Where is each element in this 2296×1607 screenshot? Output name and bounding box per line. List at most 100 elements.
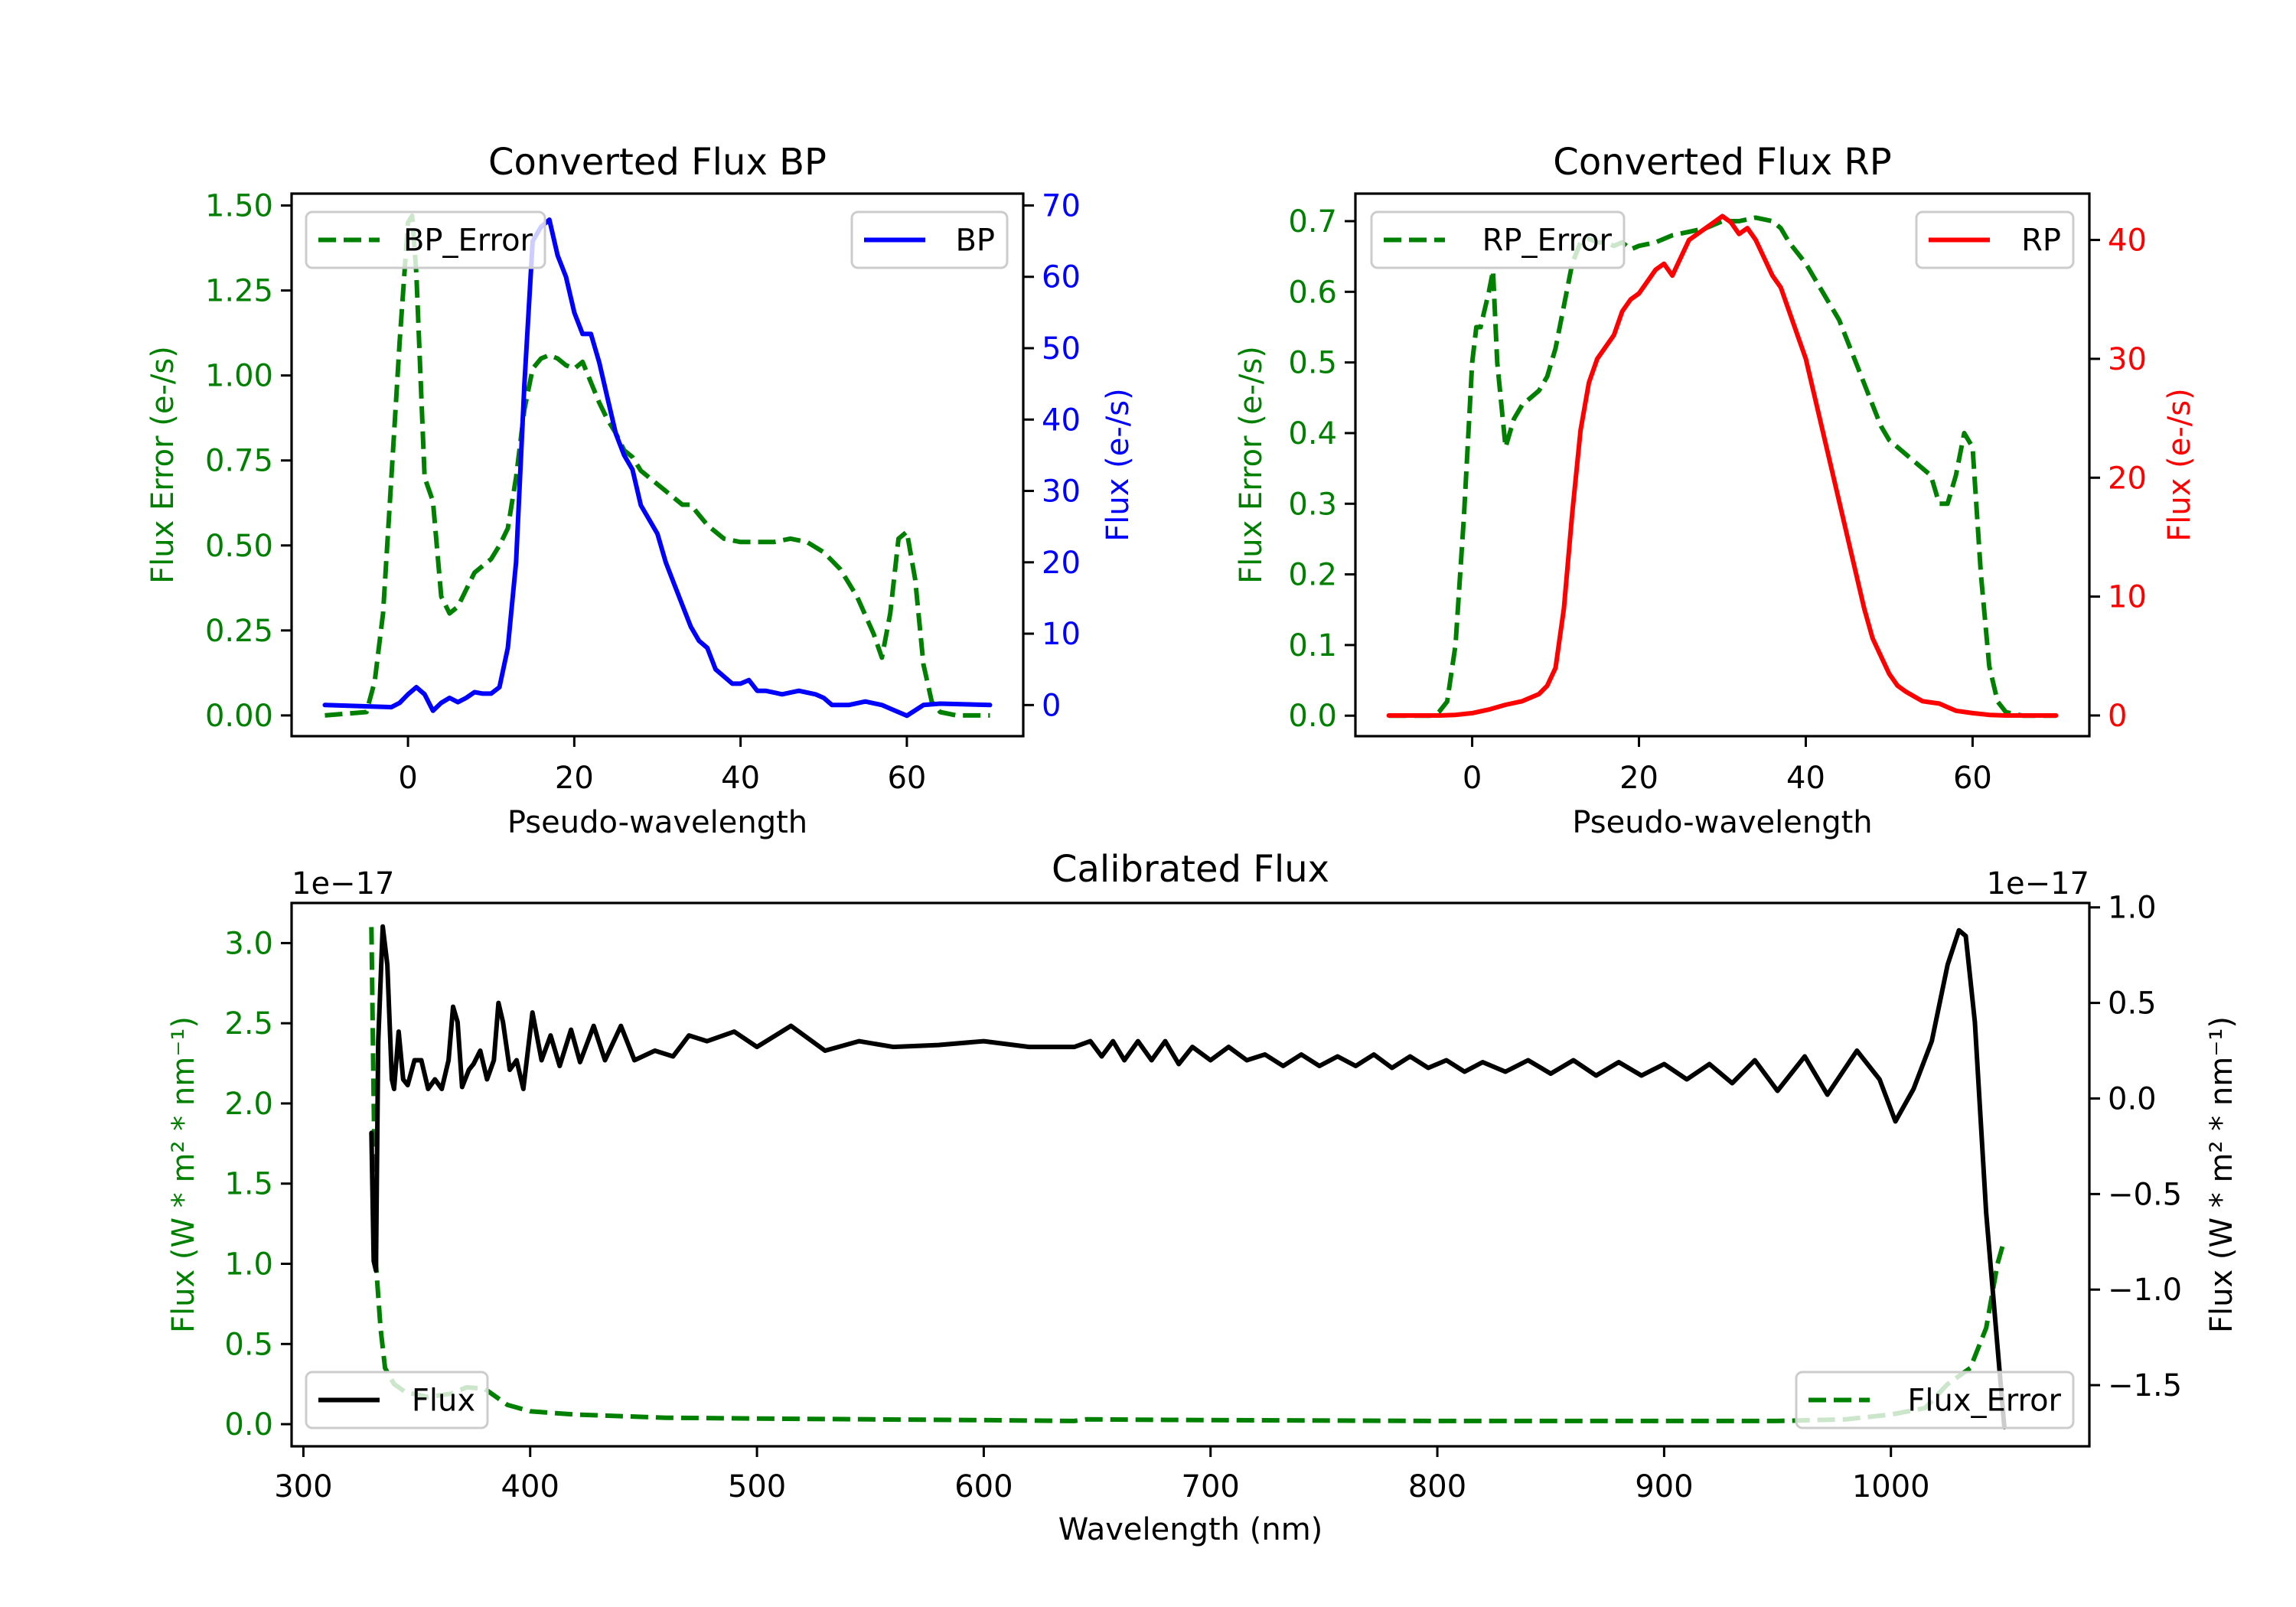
y-tick-label-left: 1.50 bbox=[205, 189, 273, 224]
y-tick-label-left: 0.5 bbox=[1288, 346, 1337, 381]
y-tick-label-right: 30 bbox=[1042, 474, 1081, 510]
x-tick-label: 400 bbox=[501, 1469, 559, 1504]
chart-0: Converted Flux BP 0 20 40 60 Pseudo-wavelengt… bbox=[145, 141, 1136, 840]
y-tick-label-right: −1.0 bbox=[2108, 1273, 2182, 1308]
y-tick-label-right: 20 bbox=[2108, 461, 2147, 496]
y-tick-label-right: 10 bbox=[1042, 617, 1081, 652]
chart-title: Converted Flux RP bbox=[1553, 141, 1891, 184]
y-tick-label-left: 0.1 bbox=[1288, 628, 1337, 663]
y-axis-label-right: Flux (e-/s) bbox=[2162, 388, 2197, 541]
x-tick-label: 900 bbox=[1635, 1469, 1693, 1504]
y-tick-label-left: 0.0 bbox=[1288, 699, 1337, 734]
legend-label: Flux bbox=[412, 1384, 475, 1419]
y-tick-label-left: 0.00 bbox=[205, 699, 273, 734]
x-tick-label: 0 bbox=[398, 761, 417, 796]
y-tick-label-right: 1.0 bbox=[2108, 891, 2157, 926]
y-axis-label-left: Flux (W * m² * nm⁻¹) bbox=[166, 1016, 201, 1333]
y-tick-label-left: 0.5 bbox=[224, 1327, 273, 1362]
x-tick-label: 20 bbox=[555, 761, 594, 796]
y-tick-label-right: −1.5 bbox=[2108, 1368, 2182, 1403]
y-tick-label-right: −0.5 bbox=[2108, 1177, 2182, 1212]
x-tick-label: 800 bbox=[1408, 1469, 1466, 1504]
legend-box bbox=[305, 210, 546, 269]
x-tick-label: 300 bbox=[274, 1469, 332, 1504]
legend-rp: RP bbox=[1915, 210, 2075, 269]
y-axis-label-left: Flux Error (e-/s) bbox=[145, 346, 181, 584]
y-tick-label-left: 0.6 bbox=[1288, 275, 1337, 310]
axes-frame bbox=[290, 901, 2091, 1448]
legend-box bbox=[850, 210, 1009, 269]
y-tick-label-left: 0.7 bbox=[1288, 204, 1337, 240]
y-tick-label-right: 0 bbox=[2108, 699, 2127, 734]
series-line-rp bbox=[1386, 214, 2059, 718]
legend-label: BP bbox=[955, 223, 995, 259]
y-tick-label-right: 10 bbox=[2108, 580, 2147, 615]
y-tick-label-left: 1.00 bbox=[205, 359, 273, 394]
y-tick-label-right: 0 bbox=[1042, 688, 1061, 723]
y-tick-label-right: 40 bbox=[2108, 223, 2147, 259]
offset-text-right: 1e−17 bbox=[1987, 866, 2089, 901]
x-tick-label: 0 bbox=[1463, 761, 1482, 796]
y-tick-label-left: 2.5 bbox=[224, 1006, 273, 1041]
x-tick-label: 600 bbox=[954, 1469, 1013, 1504]
series-line-bp bbox=[322, 217, 993, 719]
y-tick-label-left: 2.0 bbox=[224, 1087, 273, 1122]
x-axis-label: Wavelength (nm) bbox=[1058, 1512, 1323, 1547]
x-tick-label: 40 bbox=[1786, 761, 1825, 796]
y-tick-label-left: 0.3 bbox=[1288, 487, 1337, 522]
y-tick-label-right: 50 bbox=[1042, 331, 1081, 367]
x-tick-label: 500 bbox=[728, 1469, 786, 1504]
y-tick-label-left: 1.25 bbox=[205, 274, 273, 309]
series-line-rp-error bbox=[1388, 215, 2056, 719]
y-tick-label-right: 20 bbox=[1042, 546, 1081, 581]
legend-rp-error: RP_Error bbox=[1370, 210, 1626, 269]
y-tick-label-left: 0.4 bbox=[1288, 416, 1337, 451]
y-tick-label-left: 0.25 bbox=[205, 614, 273, 649]
legend-box bbox=[1370, 210, 1626, 269]
y-tick-label-left: 0.50 bbox=[205, 529, 273, 564]
y-axis-label-right: Flux (W * m² * nm⁻¹) bbox=[2204, 1016, 2239, 1333]
y-tick-label-left: 3.0 bbox=[224, 926, 273, 961]
x-axis-label: Pseudo-wavelength bbox=[1572, 805, 1872, 840]
chart-2: Calibrated Flux 300 400 500 600 700 800 900 1000… bbox=[166, 848, 2239, 1547]
x-tick-label: 20 bbox=[1619, 761, 1658, 796]
x-axis-label: Pseudo-wavelength bbox=[507, 805, 807, 840]
y-tick-label-right: 30 bbox=[2108, 342, 2147, 377]
y-tick-label-right: 60 bbox=[1042, 260, 1081, 295]
y-tick-label-left: 0.75 bbox=[205, 444, 273, 479]
legend-box bbox=[1795, 1371, 2075, 1429]
x-tick-label: 60 bbox=[1953, 761, 1992, 796]
y-axis-label-left: Flux Error (e-/s) bbox=[1234, 346, 1269, 584]
series-line-bp-error bbox=[325, 213, 990, 718]
y-tick-label-left: 1.0 bbox=[224, 1247, 273, 1283]
x-tick-label: 1000 bbox=[1852, 1469, 1930, 1504]
legend-label: Flux_Error bbox=[1907, 1384, 2061, 1419]
legend-flux: Flux bbox=[305, 1371, 489, 1429]
legend-flux-error: Flux_Error bbox=[1795, 1371, 2075, 1429]
legend-bp-error: BP_Error bbox=[305, 210, 546, 269]
y-tick-label-left: 0.0 bbox=[224, 1407, 273, 1442]
x-tick-label: 40 bbox=[721, 761, 760, 796]
chart-title: Calibrated Flux bbox=[1052, 848, 1329, 891]
offset-text-left: 1e−17 bbox=[292, 866, 394, 901]
series-line-flux-error bbox=[369, 927, 2007, 1423]
y-tick-label-right: 0.5 bbox=[2108, 986, 2157, 1022]
y-tick-label-right: 40 bbox=[1042, 403, 1081, 438]
axes-frame bbox=[290, 192, 1025, 738]
legend-box bbox=[305, 1371, 489, 1429]
legend-label: RP bbox=[2021, 223, 2061, 259]
y-tick-label-right: 0.0 bbox=[2108, 1081, 2157, 1116]
chart-title: Converted Flux BP bbox=[488, 141, 827, 184]
y-tick-label-right: 70 bbox=[1042, 188, 1081, 223]
legend-label: BP_Error bbox=[403, 223, 533, 259]
y-axis-label-right: Flux (e-/s) bbox=[1101, 388, 1136, 541]
chart-1: Converted Flux RP 0 20 40 60 Pseudo-wavelengt… bbox=[1234, 141, 2197, 840]
x-tick-label: 700 bbox=[1182, 1469, 1240, 1504]
y-tick-label-left: 0.2 bbox=[1288, 558, 1337, 593]
axes-frame bbox=[1354, 192, 2091, 738]
legend-bp: BP bbox=[850, 210, 1009, 269]
legend-label: RP_Error bbox=[1482, 223, 1613, 259]
x-tick-label: 60 bbox=[887, 761, 926, 796]
series-line-flux bbox=[369, 924, 2007, 1429]
